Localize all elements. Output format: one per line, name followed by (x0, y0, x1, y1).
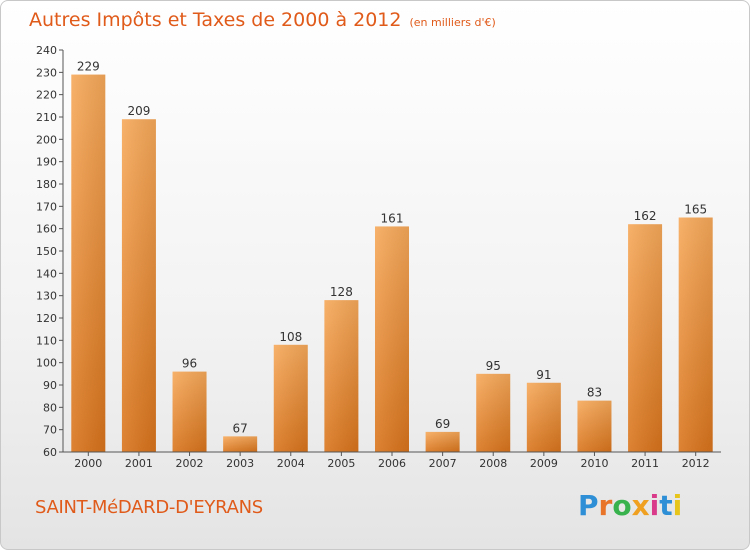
x-tick-label: 2010 (580, 457, 608, 470)
logo-letter: r (598, 489, 613, 522)
data-labels: 229 209 96 67 108 128 161 69 95 91 83 162 165 (77, 60, 707, 436)
bar-shade-2006 (375, 226, 409, 452)
logo-letter: i (672, 489, 683, 522)
bar-shade-2009 (526, 382, 561, 452)
data-label: 67 (233, 421, 248, 435)
data-label: 69 (435, 417, 450, 431)
logo-letter: o (612, 489, 632, 522)
city-name: SAINT-MéDARD-D'EYRANS (35, 497, 263, 518)
chart-title: Autres Impôts et Taxes de 2000 à 2012 (en… (29, 9, 496, 31)
y-tick-label: 140 (36, 267, 57, 280)
chart-subtitle: (en milliers d'€) (409, 16, 496, 29)
y-tick-label: 120 (36, 312, 57, 325)
bar-shade-2012 (678, 217, 713, 452)
x-axis: 2000 2001 2002 2003 2004 2005 2006 2007 2008 2009… (63, 451, 721, 470)
x-tick-label: 2009 (530, 457, 558, 470)
bar-shade-2004 (273, 344, 308, 452)
x-tick-label: 2003 (226, 457, 254, 470)
y-tick-label: 200 (36, 133, 57, 146)
data-label: 209 (127, 104, 150, 118)
bar-shade-2002 (172, 371, 207, 452)
bar-shade-2005 (324, 300, 359, 452)
y-tick-label: 210 (36, 111, 57, 124)
x-tick-label: 2004 (277, 457, 305, 470)
bar-shade-2010 (577, 400, 612, 452)
x-tick-label: 2012 (682, 457, 710, 470)
proxiti-logo: Proxiti (578, 489, 682, 522)
bar-shade-2001 (121, 119, 156, 452)
data-label: 95 (486, 359, 501, 373)
y-tick-label: 80 (43, 401, 57, 414)
y-tick-label: 130 (36, 290, 57, 303)
bar-shade-2007 (425, 431, 460, 452)
y-tick-label: 100 (36, 357, 57, 370)
logo-letter: i (649, 489, 660, 522)
data-label: 91 (536, 368, 551, 382)
logo-letter: x (631, 489, 650, 522)
data-label: 108 (279, 330, 302, 344)
x-tick-label: 2001 (125, 457, 153, 470)
bar-shade-2000 (71, 74, 106, 453)
data-label: 161 (381, 211, 404, 225)
data-label: 162 (634, 209, 657, 223)
y-tick-label: 220 (36, 89, 57, 102)
x-tick-label: 2011 (631, 457, 659, 470)
x-tick-label: 2008 (479, 457, 507, 470)
y-tick-label: 240 (36, 44, 57, 57)
data-label: 96 (182, 357, 197, 371)
y-tick-label: 90 (43, 379, 57, 392)
y-tick-label: 180 (36, 178, 57, 191)
data-label: 83 (587, 386, 602, 400)
bars-layer (71, 74, 713, 453)
y-tick-label: 190 (36, 156, 57, 169)
y-tick-label: 170 (36, 200, 57, 213)
x-tick-label: 2006 (378, 457, 406, 470)
logo-letter: t (659, 489, 673, 522)
data-label: 128 (330, 285, 353, 299)
x-tick-label: 2007 (429, 457, 457, 470)
bar-shade-2011 (628, 224, 663, 452)
y-tick-label: 150 (36, 245, 57, 258)
y-tick-label: 110 (36, 334, 57, 347)
y-tick-label: 60 (43, 446, 57, 459)
bar-shade-2008 (476, 373, 511, 452)
bar-shade-2003 (223, 436, 258, 452)
y-tick-label: 70 (43, 424, 57, 437)
data-label: 229 (77, 60, 100, 74)
x-tick-label: 2000 (74, 457, 102, 470)
data-label: 165 (684, 203, 707, 217)
x-tick-label: 2002 (176, 457, 204, 470)
y-tick-label: 160 (36, 223, 57, 236)
y-tick-label: 230 (36, 66, 57, 79)
y-axis: 60 70 80 90 100 110 120 130 140 150 160 170 180 190 20… (36, 44, 64, 459)
chart-title-text: Autres Impôts et Taxes de 2000 à 2012 (29, 9, 402, 31)
logo-letter: P (578, 489, 599, 522)
x-tick-label: 2005 (327, 457, 355, 470)
